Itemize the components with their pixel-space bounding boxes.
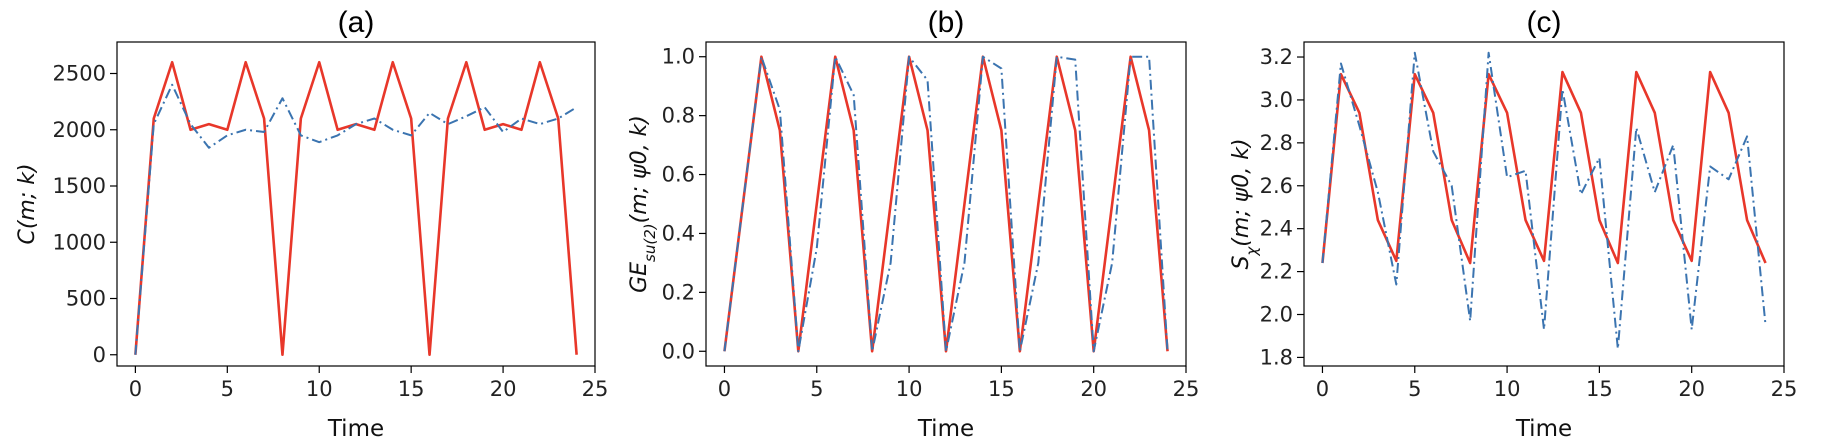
x-tick-label: 0 [129,377,142,401]
x-axis-label: Time [327,416,384,442]
x-tick-label: 25 [582,377,609,401]
y-axis-label: Sχ(m; ψ0, k) [1229,138,1261,269]
y-tick-label: 2500 [53,62,106,86]
series-line-blue [134,83,578,355]
x-tick-label: 25 [1771,377,1798,401]
x-tick-label: 10 [1494,377,1521,401]
x-tick-label: 25 [1173,377,1200,401]
x-tick-label: 15 [398,377,425,401]
y-tick-label: 0.2 [662,280,695,304]
x-tick-label: 5 [810,377,823,401]
y-tick-label: 1.8 [1260,345,1293,369]
y-tick-label: 0.0 [662,339,695,363]
x-tick-label: 15 [1586,377,1613,401]
plot-frame [705,41,1187,367]
plot-frame [116,41,596,367]
series-line-blue [1321,51,1767,350]
y-tick-label: 0.4 [662,221,695,245]
y-tick-label: 2000 [53,118,106,142]
y-tick-label: 2.6 [1260,174,1293,198]
y-tick-label: 2.8 [1260,131,1293,155]
panel-title: (a) [338,6,375,39]
panel-title: (b) [928,6,965,39]
y-tick-label: 3.2 [1260,45,1293,69]
panel-title: (c) [1527,6,1562,39]
series-line-red [134,60,578,357]
x-tick-label: 0 [718,377,731,401]
plot-frame [1303,41,1785,367]
x-tick-label: 10 [306,377,333,401]
x-tick-label: 20 [1678,377,1705,401]
panel-b: (b) 0 5 10 15 20 25 0.0 0.2 0.4 0.6 0.8 1.0 Time GEsu(… [627,6,1199,442]
y-tick-label: 1.0 [662,45,695,69]
x-axis-label: Time [917,416,974,442]
panel-a: (a) 0 5 10 15 20 25 0 500 1000 1500 2000 2500 Time C(m… [15,6,608,442]
y-axis-label: GEsu(2)(m; ψ0, k) [627,115,659,293]
y-tick-label: 0.6 [662,163,695,187]
series-line-blue [723,55,1169,353]
y-tick-label: 0 [93,343,106,367]
y-tick-label: 0.8 [662,104,695,128]
series-line-red [1321,70,1767,265]
x-axis-label: Time [1515,416,1572,442]
y-tick-label: 1000 [53,230,106,254]
y-tick-label: 3.0 [1260,88,1293,112]
x-tick-label: 5 [221,377,234,401]
x-tick-label: 20 [490,377,517,401]
x-tick-label: 10 [896,377,923,401]
x-tick-label: 20 [1080,377,1107,401]
x-tick-label: 5 [1408,377,1421,401]
x-tick-label: 15 [988,377,1015,401]
series-line-red [723,55,1169,353]
y-tick-label: 2.0 [1260,303,1293,327]
y-tick-label: 2.2 [1260,260,1293,284]
y-tick-label: 500 [66,287,106,311]
x-tick-label: 0 [1316,377,1329,401]
y-axis-label: C(m; k) [15,163,40,244]
y-tick-label: 1500 [53,174,106,198]
panel-c: (c) 0 5 10 15 20 25 1.8 2.0 2.2 2.4 2.6 2.8 3.0 3.2 Tim… [1229,6,1797,442]
y-tick-label: 2.4 [1260,217,1293,241]
